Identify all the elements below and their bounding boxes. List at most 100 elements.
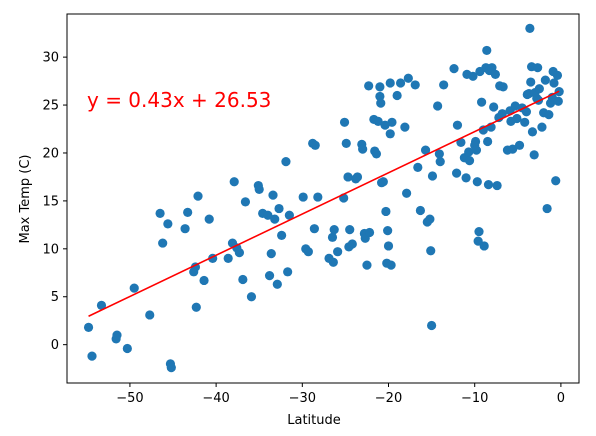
data-point: [313, 192, 323, 202]
y-tick-label: 0: [51, 338, 59, 353]
data-point: [364, 227, 375, 238]
data-point: [392, 90, 402, 101]
data-point: [544, 110, 554, 120]
data-point: [477, 97, 487, 107]
data-point: [540, 75, 550, 85]
data-point: [551, 176, 561, 186]
data-point: [483, 136, 493, 147]
regression-line-layer: [88, 90, 560, 317]
data-point: [284, 210, 294, 220]
data-point: [333, 247, 343, 257]
data-point: [268, 190, 278, 200]
data-point: [508, 144, 518, 154]
data-point: [83, 322, 94, 333]
data-point: [380, 120, 390, 130]
data-point: [549, 78, 559, 88]
data-point: [193, 191, 203, 201]
data-point: [471, 145, 482, 155]
data-point: [410, 80, 420, 90]
data-point: [263, 210, 273, 220]
data-point: [468, 71, 478, 81]
data-point: [129, 283, 139, 293]
data-point: [472, 177, 482, 187]
data-point: [345, 225, 355, 235]
x-axis-label: Latitude: [287, 413, 341, 428]
data-point: [512, 113, 522, 124]
data-point: [166, 363, 176, 373]
data-point: [341, 138, 351, 148]
data-point: [358, 144, 368, 154]
data-point: [383, 226, 393, 236]
data-point: [274, 203, 284, 214]
data-point: [464, 147, 474, 157]
data-point: [449, 64, 459, 74]
data-point: [272, 279, 282, 289]
data-point: [527, 127, 538, 137]
data-point: [364, 81, 374, 91]
data-point: [400, 122, 410, 132]
data-point: [439, 80, 449, 90]
data-point: [482, 45, 492, 56]
x-tick-label: −40: [202, 391, 229, 406]
data-point: [426, 246, 436, 256]
data-point: [158, 238, 168, 248]
data-point: [461, 173, 471, 183]
data-points: [83, 23, 564, 373]
data-point: [537, 122, 547, 132]
data-point: [381, 206, 391, 217]
data-point: [435, 157, 445, 167]
data-point: [298, 192, 308, 202]
data-point: [264, 271, 275, 281]
data-point: [310, 140, 320, 150]
data-point: [387, 117, 397, 127]
data-point: [343, 172, 353, 182]
y-tick-label: 30: [42, 51, 59, 66]
data-point: [327, 232, 338, 242]
data-point: [427, 320, 437, 331]
data-point: [526, 77, 536, 87]
data-point: [533, 63, 543, 73]
data-point: [478, 125, 488, 135]
data-point: [542, 203, 552, 214]
data-point: [163, 219, 173, 229]
data-point: [498, 82, 508, 92]
data-point: [234, 248, 244, 258]
y-tick-label: 10: [42, 242, 59, 257]
regression-equation-annotation: y = 0.43x + 26.53: [87, 88, 271, 112]
data-point: [328, 257, 338, 267]
data-point: [347, 239, 357, 249]
data-point: [415, 205, 425, 216]
data-point: [529, 150, 539, 160]
data-point: [266, 249, 276, 259]
y-tick-label: 15: [42, 194, 59, 209]
data-point: [402, 188, 412, 198]
data-point: [525, 23, 535, 33]
data-point: [375, 82, 385, 92]
data-point: [520, 117, 530, 127]
data-point: [375, 91, 385, 102]
data-point: [464, 156, 475, 166]
data-point: [283, 267, 293, 277]
y-axis-label: Max Temp (C): [18, 154, 33, 243]
data-point: [303, 247, 313, 257]
data-point: [87, 351, 97, 361]
data-point: [385, 78, 395, 88]
data-point: [386, 260, 396, 270]
data-point: [385, 129, 395, 139]
data-point: [223, 253, 233, 263]
data-point: [434, 149, 444, 159]
data-point: [514, 140, 525, 150]
data-point: [339, 117, 350, 127]
data-point: [254, 184, 264, 194]
data-point: [497, 109, 507, 119]
data-point: [510, 101, 520, 111]
data-point: [492, 180, 502, 191]
data-point: [191, 302, 201, 312]
data-point: [229, 177, 239, 187]
data-point: [420, 145, 431, 155]
data-point: [553, 96, 563, 106]
data-point: [489, 102, 499, 112]
data-point: [371, 149, 382, 159]
